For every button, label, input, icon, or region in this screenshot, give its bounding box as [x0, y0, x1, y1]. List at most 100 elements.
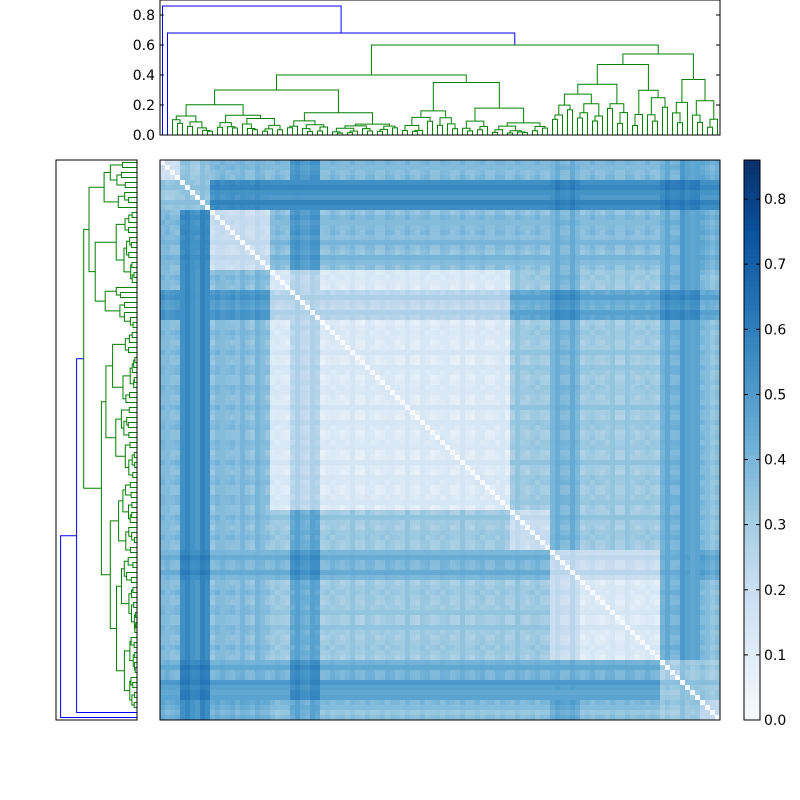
- heatmap-cell: [625, 310, 631, 316]
- heatmap-cell: [370, 170, 376, 176]
- heatmap-cell: [230, 195, 236, 201]
- heatmap-cell: [570, 250, 576, 256]
- heatmap-cell: [600, 360, 606, 366]
- heatmap-cell: [540, 240, 546, 246]
- heatmap-cell: [335, 190, 341, 196]
- heatmap-cell: [260, 370, 266, 376]
- heatmap-cell: [510, 365, 516, 371]
- heatmap-cell: [695, 175, 701, 181]
- heatmap-cell: [205, 350, 211, 356]
- heatmap-cell: [260, 340, 266, 346]
- heatmap-cell: [265, 270, 271, 276]
- heatmap-cell: [490, 290, 496, 296]
- heatmap-cell: [210, 175, 216, 181]
- heatmap-cell: [275, 185, 281, 191]
- heatmap-cell: [615, 200, 621, 206]
- heatmap-cell: [435, 335, 441, 341]
- heatmap-cell: [400, 365, 406, 371]
- heatmap-cell: [640, 285, 646, 291]
- heatmap-cell: [515, 195, 521, 201]
- heatmap-cell: [535, 325, 541, 331]
- heatmap-cell: [690, 325, 696, 331]
- heatmap-cell: [320, 195, 326, 201]
- heatmap-cell: [500, 350, 506, 356]
- heatmap-cell: [570, 195, 576, 201]
- heatmap-cell: [350, 325, 356, 331]
- heatmap-cell: [450, 220, 456, 226]
- heatmap-cell: [370, 230, 376, 236]
- heatmap-cell: [575, 170, 581, 176]
- heatmap-cell: [415, 170, 421, 176]
- heatmap-cell: [390, 180, 396, 186]
- heatmap-cell: [455, 210, 461, 216]
- heatmap-cell: [295, 220, 301, 226]
- heatmap-cell: [210, 330, 216, 336]
- heatmap-cell: [570, 180, 576, 186]
- heatmap-cell: [335, 230, 341, 236]
- heatmap-cell: [515, 175, 521, 181]
- heatmap-cell: [220, 280, 226, 286]
- heatmap-cell: [160, 295, 166, 301]
- heatmap-cell: [395, 210, 401, 216]
- heatmap-cell: [230, 200, 236, 206]
- heatmap-cell: [405, 330, 411, 336]
- heatmap-cell: [625, 305, 631, 311]
- heatmap-cell: [710, 275, 716, 281]
- heatmap-cell: [295, 210, 301, 216]
- heatmap-cell: [285, 335, 291, 341]
- heatmap-cell: [650, 220, 656, 226]
- heatmap-cell: [710, 280, 716, 286]
- dendrogram-link: [592, 120, 598, 135]
- heatmap-cell: [520, 270, 526, 276]
- heatmap-cell: [385, 160, 391, 166]
- heatmap-cell: [180, 185, 186, 191]
- heatmap-cell: [310, 280, 316, 286]
- heatmap-cell: [520, 350, 526, 356]
- heatmap-cell: [685, 325, 691, 331]
- heatmap-cell: [390, 160, 396, 166]
- heatmap-cell: [470, 230, 476, 236]
- heatmap-cell: [480, 235, 486, 241]
- heatmap-cell: [670, 365, 676, 371]
- heatmap-cell: [595, 230, 601, 236]
- heatmap-cell: [310, 220, 316, 226]
- heatmap-cell: [445, 240, 451, 246]
- heatmap-cell: [345, 275, 351, 281]
- heatmap-cell: [160, 275, 166, 281]
- heatmap-cell: [365, 160, 371, 166]
- heatmap-cell: [655, 235, 661, 241]
- heatmap-cell: [325, 265, 331, 271]
- heatmap-cell: [335, 365, 341, 371]
- dendrogram-link: [128, 432, 137, 438]
- heatmap-cell: [580, 350, 586, 356]
- heatmap-cell: [220, 345, 226, 351]
- heatmap-cell: [590, 350, 596, 356]
- heatmap-cell: [210, 315, 216, 321]
- top-dendrogram-frame: [159, 0, 721, 136]
- heatmap-cell: [535, 180, 541, 186]
- dendrogram-link: [131, 589, 137, 598]
- dendrogram-link: [129, 317, 137, 326]
- heatmap-cell: [440, 220, 446, 226]
- heatmap-cell: [375, 220, 381, 226]
- heatmap-cell: [455, 200, 461, 206]
- heatmap-cell: [285, 205, 291, 211]
- heatmap-cell: [540, 205, 546, 211]
- heatmap-cell: [245, 315, 251, 321]
- heatmap-cell: [610, 315, 616, 321]
- heatmap-cell: [470, 165, 476, 171]
- heatmap-cell: [430, 280, 436, 286]
- heatmap-cell: [420, 300, 426, 306]
- heatmap-cell: [510, 220, 516, 226]
- heatmap-cell: [400, 240, 406, 246]
- heatmap-cell: [270, 255, 276, 261]
- heatmap-cell: [435, 310, 441, 316]
- heatmap-cell: [180, 230, 186, 236]
- heatmap-cell: [615, 275, 621, 281]
- heatmap-cell: [290, 315, 296, 321]
- heatmap-cell: [195, 230, 201, 236]
- heatmap-cell: [405, 295, 411, 301]
- heatmap-cell: [660, 310, 666, 316]
- heatmap-cell: [195, 250, 201, 256]
- heatmap-cell: [370, 330, 376, 336]
